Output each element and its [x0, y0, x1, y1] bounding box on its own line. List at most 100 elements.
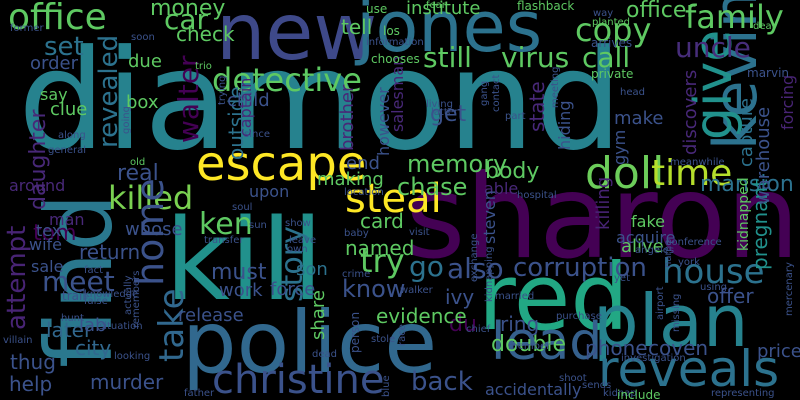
- word-situation: situation: [99, 321, 143, 332]
- word-help: help: [9, 372, 53, 396]
- word-return: return: [79, 240, 141, 264]
- word-warehouse: warehouse: [753, 106, 774, 205]
- word-child: child: [227, 90, 270, 111]
- word-man: man: [49, 210, 85, 229]
- word-tell: tell: [341, 15, 373, 39]
- word-latter: latter: [431, 107, 459, 118]
- word-meanwhile: meanwhile: [670, 157, 725, 168]
- word-race: race: [397, 324, 408, 346]
- word-diamond: diamond: [18, 20, 623, 181]
- word-hospital: hospital: [517, 190, 557, 201]
- word-york: york: [678, 257, 700, 268]
- word-former: former: [10, 23, 44, 34]
- word-house: house: [662, 252, 765, 292]
- word-call: call: [582, 41, 631, 74]
- word-sends: sends: [582, 380, 612, 391]
- word-state: state: [525, 81, 549, 132]
- word-chooses: chooses: [371, 52, 420, 66]
- word-du: du: [449, 312, 477, 337]
- word-soul: soul: [232, 202, 253, 213]
- word-deal: deal: [753, 21, 775, 32]
- word-sale: sale: [31, 257, 64, 276]
- word-thug: thug: [10, 350, 56, 374]
- word-force: force: [270, 279, 316, 300]
- word-ring: ring: [500, 312, 540, 336]
- word-phone: phone: [585, 336, 648, 360]
- word-head: head: [620, 87, 645, 98]
- word-use: use: [366, 2, 388, 16]
- word-trying: trying: [217, 75, 228, 105]
- word-accidentally: accidentally: [485, 380, 582, 399]
- word-still: still: [423, 41, 472, 74]
- word-airport: airport: [655, 286, 666, 320]
- word-time: time: [651, 153, 733, 194]
- word-know: know: [342, 275, 406, 303]
- word-actually: actually: [123, 275, 134, 316]
- word-reveals: reveals: [598, 340, 780, 398]
- word-discovers: discovers: [680, 69, 701, 155]
- word-real: real: [117, 161, 159, 186]
- word-using: using: [700, 282, 728, 293]
- word-making: making: [317, 169, 384, 190]
- word-memory: memory: [407, 150, 508, 178]
- word-living: living: [426, 99, 453, 110]
- word-sharon: sharon: [405, 150, 800, 285]
- word-make: make: [614, 108, 664, 129]
- word-kidnapped: kidnapped: [736, 177, 752, 251]
- word-police: police: [182, 293, 438, 393]
- word-double: double: [491, 332, 566, 357]
- word-stole: stole: [371, 334, 396, 345]
- word-family: family: [685, 0, 784, 36]
- word-angeles: angeles: [635, 245, 675, 256]
- word-own: own: [287, 244, 308, 255]
- word-jones: jones: [356, 0, 543, 68]
- word-acquire: acquire: [616, 228, 676, 247]
- word-alive: alive: [621, 236, 664, 257]
- word-chase: chase: [397, 173, 468, 201]
- word-old: old: [130, 157, 146, 168]
- word-marvin: marvin: [747, 66, 790, 80]
- word-later: later: [46, 318, 93, 342]
- word-clue: clue: [50, 99, 88, 120]
- word-christine: christine: [212, 357, 385, 400]
- word-conference: conference: [666, 237, 722, 248]
- word-contact: contact: [491, 74, 502, 112]
- word-flashback: flashback: [517, 0, 575, 13]
- word-must: must: [211, 260, 267, 285]
- word-gym: gym: [610, 129, 629, 165]
- word-mansion: mansion: [700, 172, 794, 197]
- word-investigation: investigation: [621, 353, 686, 364]
- word-kidnapping: kidnapping: [484, 246, 495, 302]
- word-escape: escape: [196, 136, 367, 192]
- word-planted: planted: [592, 17, 631, 28]
- word-tex: tex: [36, 221, 62, 240]
- word-lead: lead: [491, 312, 603, 372]
- word-blue: blue: [381, 375, 392, 397]
- word-since: since: [244, 129, 270, 140]
- word-share: share: [308, 290, 329, 340]
- word-looking: looking: [114, 351, 151, 362]
- word-forcing: forcing: [778, 74, 797, 130]
- word-body: body: [485, 159, 540, 184]
- word-steven: steven: [480, 190, 499, 244]
- word-named: named: [345, 236, 415, 260]
- word-soon: soon: [131, 32, 155, 43]
- word-information: information: [366, 37, 424, 48]
- word-father: father: [184, 388, 215, 399]
- word-kill: kill: [165, 196, 324, 326]
- word-person: person: [348, 311, 362, 353]
- word-show: show: [285, 218, 311, 229]
- word-murder: murder: [90, 370, 164, 394]
- word-card: card: [360, 209, 404, 233]
- word-coven: coven: [648, 336, 709, 360]
- word-exchange: exchange: [469, 233, 480, 282]
- word-son: son: [296, 259, 328, 280]
- word-car: car: [164, 3, 209, 36]
- word-los: los: [383, 24, 400, 38]
- word-release: release: [178, 305, 244, 326]
- word-representing: representing: [711, 388, 775, 399]
- word-name: name: [663, 239, 674, 268]
- word-work: work: [219, 280, 263, 301]
- word-trio: trio: [195, 61, 212, 72]
